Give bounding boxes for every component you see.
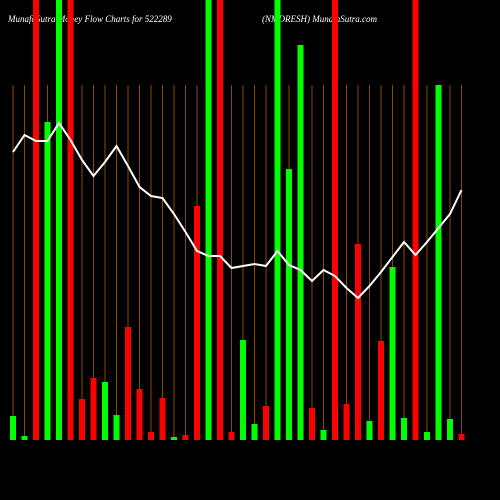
money-flow-line [12,121,463,300]
bar [355,244,361,440]
bar [171,437,177,440]
bar [90,378,97,440]
bar [378,341,384,440]
bar [217,0,223,440]
bar [10,416,16,440]
bar [251,424,258,440]
chart-title: MunafaSutra Money Flow Charts for 522289 [7,14,172,24]
bar [286,169,292,440]
bar [401,418,407,440]
bar [240,340,246,440]
bar [136,389,143,440]
bar [435,85,442,440]
bar [297,45,304,440]
bar [309,408,315,440]
bar [113,415,120,440]
bar [56,0,62,440]
bar [228,432,235,440]
bar [44,122,51,440]
bar [389,267,396,440]
bar [67,0,74,440]
bar [21,436,28,440]
bar [458,434,465,440]
bar [182,435,189,440]
bar [424,432,430,440]
bar [102,382,108,440]
bar [274,0,281,440]
bar [447,419,453,440]
bar [148,432,154,440]
bar [343,404,350,440]
bar [125,327,131,440]
bar [366,421,373,440]
bar [205,0,212,440]
bar [194,206,200,440]
bar [263,406,269,440]
bar [320,430,327,440]
bar [159,398,166,440]
bar [33,0,39,440]
bar [79,399,85,440]
chart-subtitle: (NMDRESH) MunafaSutra.com [262,14,377,24]
bar [412,0,419,440]
bar [332,0,338,440]
